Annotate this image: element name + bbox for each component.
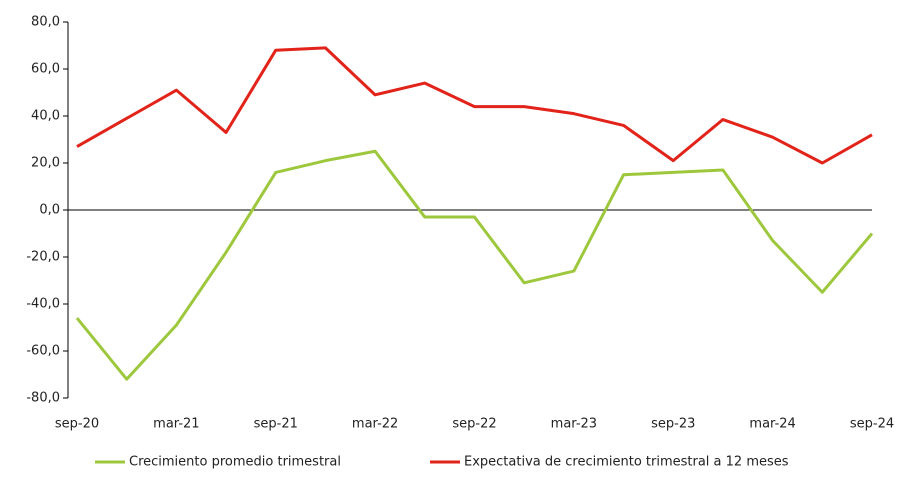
legend-label: Expectativa de crecimiento trimestral a … xyxy=(464,455,789,470)
x-tick-label: mar-21 xyxy=(153,417,199,432)
y-tick-label: -80,0 xyxy=(26,391,60,406)
y-tick-label: 80,0 xyxy=(31,15,60,30)
y-tick-label: 0,0 xyxy=(39,203,60,218)
y-tick-label: 60,0 xyxy=(31,62,60,77)
x-tick-label: sep-20 xyxy=(55,417,99,432)
series-line xyxy=(76,46,873,165)
y-tick-label: -60,0 xyxy=(26,344,60,359)
legend-label: Crecimiento promedio trimestral xyxy=(129,455,341,470)
y-tick-label: 20,0 xyxy=(31,156,60,171)
x-tick-label: sep-24 xyxy=(850,417,894,432)
y-tick-label: -20,0 xyxy=(26,250,60,265)
x-tick-label: mar-22 xyxy=(352,417,398,432)
y-tick-label: -40,0 xyxy=(26,297,60,312)
x-tick-label: mar-23 xyxy=(551,417,597,432)
x-tick-label: sep-21 xyxy=(254,417,298,432)
x-tick-label: sep-22 xyxy=(452,417,496,432)
y-tick-label: 40,0 xyxy=(31,109,60,124)
x-tick-label: sep-23 xyxy=(651,417,695,432)
series-line xyxy=(75,149,874,381)
x-tick-label: mar-24 xyxy=(749,417,795,432)
